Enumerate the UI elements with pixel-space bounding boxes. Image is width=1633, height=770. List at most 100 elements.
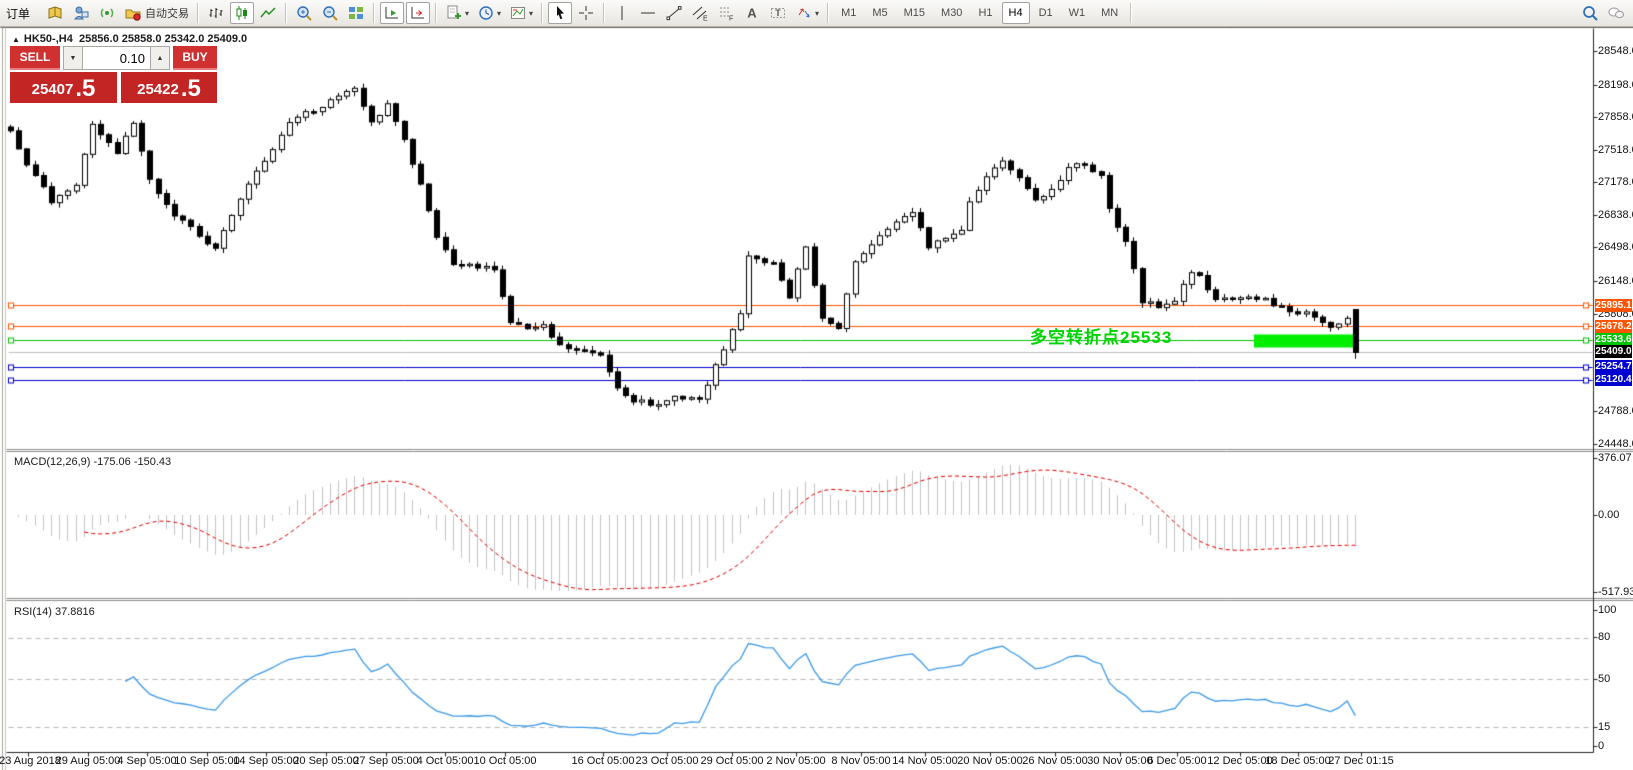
search-icon-glyph (1583, 6, 1598, 21)
signal-icon-glyph (100, 8, 114, 18)
price-axis-tick-label: 26498.0 (1598, 241, 1633, 254)
tf-d1-button[interactable]: D1 (1038, 7, 1053, 19)
macd-axis-label: 376.07 (1598, 452, 1632, 464)
channel-button[interactable]: E (688, 2, 712, 24)
current-price-badge: 25409.0 (1595, 345, 1632, 359)
rsi-axis-label: 80 (1598, 631, 1611, 643)
fibonacci-button[interactable]: F (714, 2, 738, 24)
zoom-in-glyph (297, 6, 312, 21)
price-axis-tick-label: 26838.0 (1598, 208, 1633, 221)
price-line-badge: 25678.2 (1595, 319, 1632, 333)
toolbar-separator (827, 3, 830, 23)
dropdown-caret-icon: ▾ (465, 8, 470, 18)
horizontal-line-button[interactable] (636, 2, 660, 24)
volume-input[interactable] (83, 46, 150, 70)
price-line-badge: 25120.4 (1595, 373, 1632, 387)
cursor-glyph (557, 6, 565, 20)
price-axis-tick-label: 24448.0 (1598, 437, 1633, 450)
chart-shift-glyph (385, 7, 398, 19)
cursor-button[interactable] (548, 2, 573, 24)
periods-glyph (479, 6, 493, 20)
autotrading-glyph (125, 9, 141, 21)
tf-w1-button[interactable]: W1 (1068, 7, 1086, 19)
autotrading-button[interactable]: 自动交易 (121, 2, 192, 24)
price-line-badge: 25254.7 (1595, 360, 1632, 374)
turning-point-annotation[interactable]: 多空转折点25533 (1030, 328, 1173, 347)
rsi-indicator-label: RSI(14) 37.8816 (14, 606, 95, 618)
toolbar-separator (1130, 3, 1133, 23)
toolbar-main-group: 订单 自动交易 ▾ ▾ ▾ E F A T ▾ M1 M5 M15 M30 H1 H4 D1 W1 MN (4, 2, 1577, 24)
search-icon-button[interactable] (1578, 2, 1602, 24)
date-axis-label: 2 Nov 05:00 (766, 755, 826, 767)
zoom-out-button[interactable] (318, 2, 342, 24)
periods-button[interactable]: ▾ (474, 2, 504, 24)
price-chart-canvas[interactable] (0, 27, 1633, 770)
terminal-icon[interactable] (69, 2, 93, 24)
tf-m1-button[interactable]: M1 (841, 7, 857, 19)
price-line-badge: 25533.6 (1595, 333, 1632, 347)
bar-chart-button[interactable] (204, 2, 228, 24)
sell-button[interactable]: SELL (10, 46, 60, 70)
order-button[interactable]: 订单 (5, 2, 41, 24)
date-axis-label: 16 Oct 05:00 (571, 755, 635, 767)
chart-shift-button[interactable] (380, 2, 404, 24)
price-axis-tick-label: 28548.0 (1598, 45, 1633, 57)
zoom-in-button[interactable] (292, 2, 316, 24)
price-axis-tick-label: 24788.0 (1598, 405, 1633, 418)
tf-m15-button[interactable]: M15 (903, 7, 926, 19)
tf-h4-button[interactable]: H4 (1001, 2, 1030, 24)
date-axis-label: 8 Nov 05:00 (831, 755, 891, 767)
tf-m30-button[interactable]: M30 (941, 7, 963, 19)
buy-price-fraction: .5 (180, 75, 201, 102)
text-glyph: A (747, 6, 757, 21)
date-axis-label: 23 Oct 05:00 (635, 755, 699, 767)
templates-button[interactable]: ▾ (506, 2, 536, 24)
tf-h1-button[interactable]: H1 (978, 7, 993, 19)
svg-text:A: A (747, 6, 757, 21)
crosshair-button[interactable] (574, 2, 598, 24)
auto-scroll-button[interactable] (406, 2, 430, 24)
date-axis-label: 14 Nov 05:00 (892, 755, 958, 767)
line-chart-button[interactable] (256, 2, 280, 24)
line-chart-glyph (260, 7, 276, 18)
signal-icon[interactable] (95, 2, 119, 24)
price-axis-tick-label: 27178.0 (1598, 176, 1633, 189)
sell-price-panel[interactable]: 25407 .5 (10, 72, 117, 103)
date-axis-label: 30 Nov 05:00 (1087, 755, 1153, 767)
date-axis-label: 6 Dec 05:00 (1147, 755, 1207, 767)
tf-m5-button[interactable]: M5 (872, 7, 888, 19)
tf-mn-button[interactable]: MN (1101, 7, 1119, 19)
buy-price-main: 25422 (137, 81, 179, 98)
buy-button[interactable]: BUY (173, 46, 217, 70)
toolbar: 订单 自动交易 ▾ ▾ ▾ E F A T ▾ M1 M5 M15 M30 H1 H4 D1 W1 MN (0, 0, 1633, 27)
new-chart-glyph (447, 5, 461, 19)
shapes-glyph (798, 8, 810, 18)
label-button[interactable]: T (766, 2, 790, 24)
macd-indicator-label: MACD(12,26,9) -175.06 -150.43 (14, 456, 172, 468)
rsi-axis-label: 100 (1598, 604, 1617, 616)
candlestick-chart-button[interactable] (230, 2, 254, 24)
rsi-axis-label: 0 (1598, 740, 1605, 752)
new-chart-button[interactable]: ▾ (442, 2, 472, 24)
text-button[interactable]: A (740, 2, 764, 24)
tile-windows-button[interactable] (344, 2, 368, 24)
chat-icon-button[interactable] (1604, 2, 1628, 24)
date-axis-label: 4 Sep 05:00 (117, 755, 177, 767)
buy-price-panel[interactable]: 25422 .5 (121, 72, 217, 103)
trendline-button[interactable] (662, 2, 686, 24)
vertical-line-button[interactable] (610, 2, 634, 24)
date-axis-label: 10 Sep 05:00 (174, 755, 240, 767)
candlestick-chart-glyph (236, 6, 247, 20)
shapes-button[interactable]: ▾ (792, 2, 822, 24)
price-line-badge: 25895.1 (1595, 298, 1632, 312)
one-click-trading-panel: SELL ▼ ▲ BUY 25407 .5 25422 .5 (10, 46, 220, 103)
date-axis-label: 18 Dec 05:00 (1265, 755, 1331, 767)
rsi-axis-label: 50 (1598, 673, 1611, 685)
price-axis-tick-label: 27858.0 (1598, 111, 1633, 124)
volume-increase-button[interactable]: ▲ (150, 46, 170, 70)
templates-glyph (511, 7, 526, 19)
macd-axis-label: -517.93 (1598, 586, 1633, 598)
volume-decrease-button[interactable]: ▼ (63, 46, 83, 70)
book-icon[interactable] (43, 2, 67, 24)
date-axis-label: 23 Aug 2018 (0, 755, 61, 767)
